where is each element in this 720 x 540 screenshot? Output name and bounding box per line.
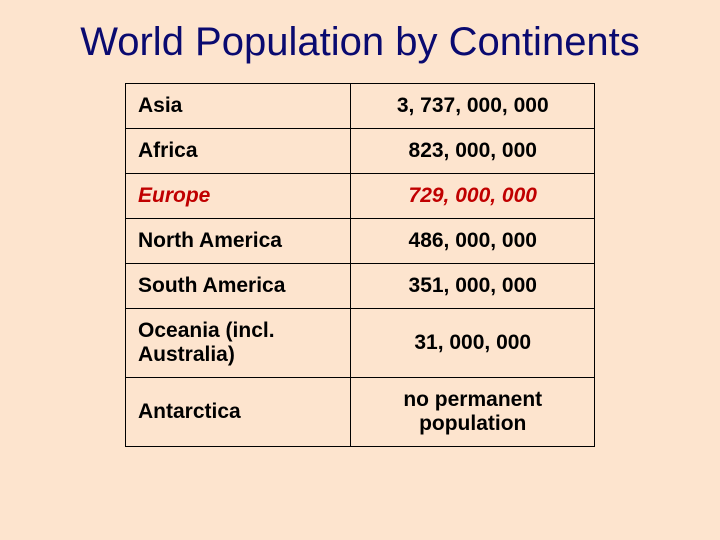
population-table: Asia 3, 737, 000, 000 Africa 823, 000, 0…	[125, 83, 595, 447]
table-row: Oceania (incl. Australia) 31, 000, 000	[126, 309, 595, 378]
table-row: Africa 823, 000, 000	[126, 129, 595, 174]
continent-cell: Africa	[126, 129, 351, 174]
continent-cell: South America	[126, 264, 351, 309]
continent-cell: Europe	[126, 174, 351, 219]
continent-cell: Asia	[126, 84, 351, 129]
population-cell: 486, 000, 000	[351, 219, 595, 264]
table-row-highlight: Europe 729, 000, 000	[126, 174, 595, 219]
continent-cell: Oceania (incl. Australia)	[126, 309, 351, 378]
population-cell: 31, 000, 000	[351, 309, 595, 378]
population-cell: 823, 000, 000	[351, 129, 595, 174]
table-row: Asia 3, 737, 000, 000	[126, 84, 595, 129]
continent-cell: Antarctica	[126, 378, 351, 447]
population-cell: 729, 000, 000	[351, 174, 595, 219]
slide: World Population by Continents Asia 3, 7…	[0, 0, 720, 540]
table-row: Antarctica no permanent population	[126, 378, 595, 447]
page-title: World Population by Continents	[0, 0, 720, 83]
population-cell: 351, 000, 000	[351, 264, 595, 309]
population-cell: 3, 737, 000, 000	[351, 84, 595, 129]
population-cell: no permanent population	[351, 378, 595, 447]
table-row: North America 486, 000, 000	[126, 219, 595, 264]
table-row: South America 351, 000, 000	[126, 264, 595, 309]
continent-cell: North America	[126, 219, 351, 264]
